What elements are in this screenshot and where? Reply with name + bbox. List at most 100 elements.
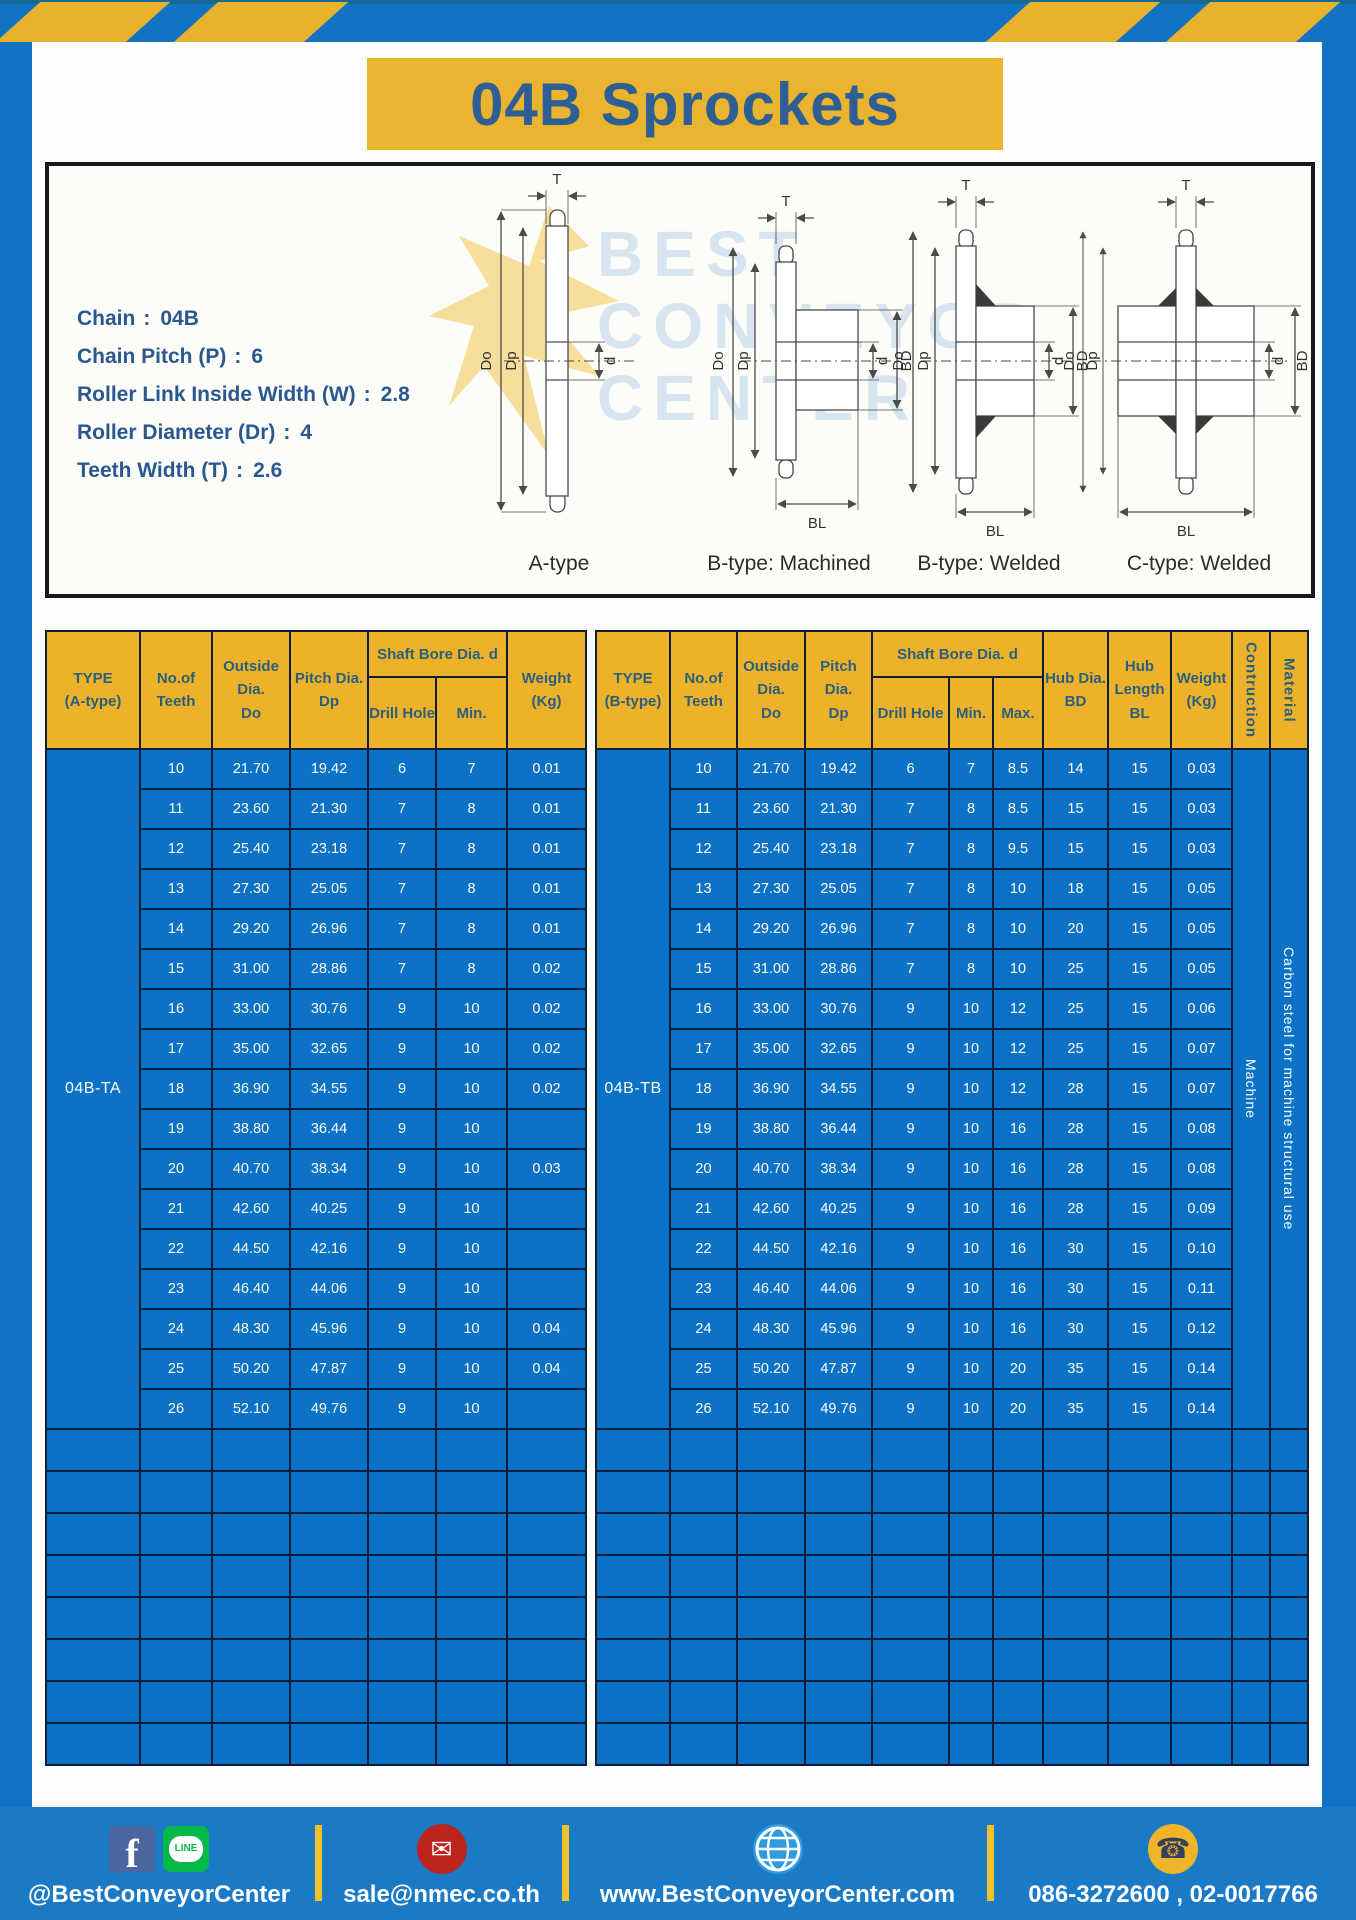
table-cell: 21	[669, 1188, 738, 1230]
table-cell: 49.76	[289, 1388, 369, 1430]
table-cell	[139, 1512, 213, 1556]
table-cell: 10	[434, 1068, 509, 1110]
table-cell: 36.44	[804, 1108, 873, 1150]
table-cell	[1170, 1428, 1233, 1472]
table-cell: 25	[1042, 988, 1109, 1030]
table-cell: 31.00	[211, 948, 291, 990]
table-row: 04B-TA 10 21.70 19.42 6 7 0.01	[45, 748, 588, 1430]
table-cell	[506, 1108, 588, 1150]
column-header-outside-dia: Outside Dia. Do	[211, 630, 291, 750]
table-row: 16 33.00 30.76 9 10 12 25 15 0.06	[596, 988, 1308, 1030]
table-cell: 35	[1042, 1388, 1109, 1430]
table-cell: 23.18	[804, 828, 873, 870]
table-cell: 12	[992, 1028, 1044, 1070]
table-cell	[506, 1596, 588, 1640]
spec-value: 4	[300, 421, 313, 444]
table-cell: 19.42	[289, 748, 369, 790]
table-cell	[211, 1428, 291, 1472]
table-cell	[289, 1680, 369, 1724]
table-cell: 20	[139, 1148, 213, 1190]
table-cell: 9	[871, 1308, 950, 1350]
table-cell	[289, 1554, 369, 1598]
table-cell	[1231, 1554, 1271, 1598]
table-cell: 16	[992, 1228, 1044, 1270]
table-cell: 27.30	[736, 868, 806, 910]
table-cell	[506, 1722, 588, 1766]
table-cell	[506, 1268, 588, 1310]
spec-value: 2.6	[253, 459, 283, 482]
column-header-outside-dia: Outside Dia. Do	[736, 630, 806, 750]
footer-separator	[562, 1825, 569, 1901]
dimension-label: T	[1181, 177, 1190, 194]
table-cell	[506, 1638, 588, 1682]
table-cell: 52.10	[211, 1388, 291, 1430]
table-cell: 9	[367, 1268, 437, 1310]
table-cell: 16	[992, 1188, 1044, 1230]
email-address: sale@nmec.co.th	[343, 1880, 540, 1908]
empty-table-row	[595, 1638, 1309, 1682]
table-row: 12 25.40 23.18 7 8 9.5 15 15 0.03	[596, 828, 1308, 870]
table-cell	[1269, 1638, 1309, 1682]
table-cell: 45.96	[804, 1308, 873, 1350]
table-cell: 9.5	[992, 828, 1044, 870]
table-cell	[1107, 1680, 1172, 1724]
column-header-shaft-bore: Shaft Bore Dia. d	[366, 630, 509, 678]
a-type-drawing: Do Dp T d	[478, 171, 634, 513]
drawing-caption: B-type: Machined	[707, 552, 871, 575]
table-cell: 10	[669, 748, 738, 790]
table-cell: 27.30	[211, 868, 291, 910]
table-cell: 17	[139, 1028, 213, 1070]
table-cell: 10	[948, 1308, 994, 1350]
empty-table-row	[595, 1428, 1309, 1472]
table-cell: 46.40	[736, 1268, 806, 1310]
table-cell	[1231, 1638, 1271, 1682]
diagonal-stripe-icon	[985, 2, 1161, 42]
table-cell: 40.25	[804, 1188, 873, 1230]
table-cell: 0.01	[506, 828, 588, 870]
table-cell	[434, 1638, 509, 1682]
table-cell: 0.09	[1170, 1188, 1233, 1230]
table-cell	[45, 1512, 141, 1556]
table-cell: 8	[948, 828, 994, 870]
table-cell: 10	[948, 1388, 994, 1430]
table-cell: 47.87	[289, 1348, 369, 1390]
table-cell: 15	[669, 948, 738, 990]
table-cell: 0.07	[1170, 1028, 1233, 1070]
table-cell: 32.65	[289, 1028, 369, 1070]
table-cell: 15	[1107, 1188, 1172, 1230]
table-cell: 15	[1107, 1028, 1172, 1070]
table-cell: 36.90	[736, 1068, 806, 1110]
table-cell: 8.5	[992, 788, 1044, 830]
table-cell: 0.02	[506, 988, 588, 1030]
table-cell	[1231, 1470, 1271, 1514]
table-cell	[289, 1722, 369, 1766]
empty-table-row	[45, 1722, 588, 1766]
column-header-shaft-bore: Shaft Bore Dia. d	[871, 630, 1044, 678]
drawings-panel: BEST CONVEYOR CENTER Chain:04B Chain Pit…	[45, 162, 1315, 598]
dimension-label: d	[874, 357, 891, 365]
table-cell: 9	[871, 1388, 950, 1430]
table-row: 22 44.50 42.16 9 10	[46, 1228, 588, 1270]
column-header-teeth: No.of Teeth	[669, 630, 738, 750]
material-value-cell: Carbon steel for machine structural use	[1269, 748, 1309, 1430]
footer-separator	[987, 1825, 994, 1901]
empty-table-row	[45, 1596, 588, 1640]
table-cell: 21.30	[804, 788, 873, 830]
table-cell	[139, 1554, 213, 1598]
table-cell: 34.55	[804, 1068, 873, 1110]
empty-table-row	[595, 1596, 1309, 1640]
table-cell	[211, 1554, 291, 1598]
table-cell: 15	[1107, 1388, 1172, 1430]
table-cell	[211, 1638, 291, 1682]
table-cell: 8	[434, 788, 509, 830]
table-cell	[1269, 1722, 1309, 1766]
table-row: 14 29.20 26.96 7 8 10 20 15 0.05	[596, 908, 1308, 950]
table-cell: 10	[948, 1348, 994, 1390]
empty-table-row	[595, 1680, 1309, 1724]
table-cell: 0.05	[1170, 948, 1233, 990]
table-row: 18 36.90 34.55 9 10 0.02	[46, 1068, 588, 1110]
table-cell	[1231, 1722, 1271, 1766]
table-cell: 0.07	[1170, 1068, 1233, 1110]
table-cell: 10	[434, 1308, 509, 1350]
